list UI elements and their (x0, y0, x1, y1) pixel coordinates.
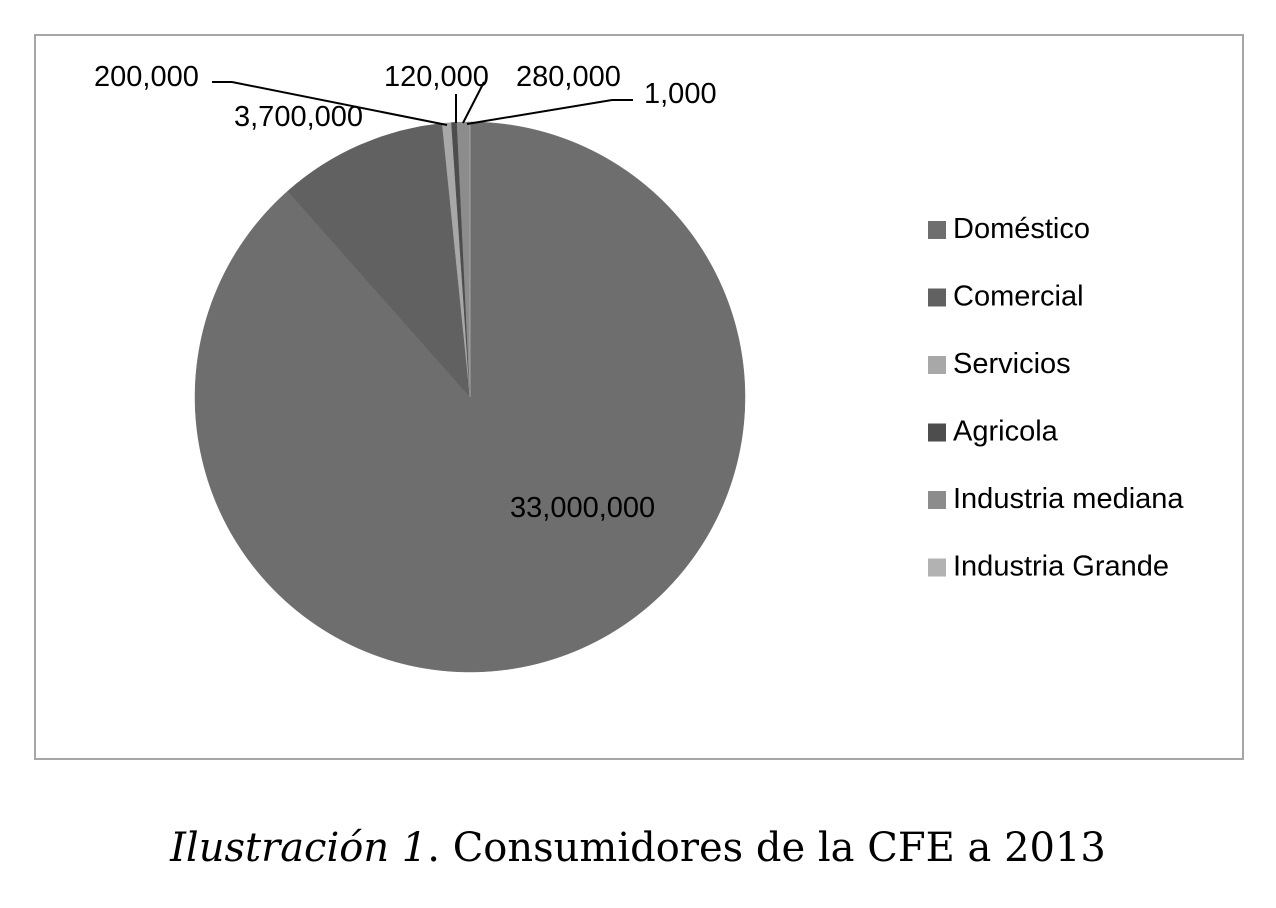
legend-label: Industria Grande (953, 551, 1169, 583)
caption-label: Ilustración 1 (170, 825, 428, 871)
pie-chart: 33,000,000 3,700,000 200,000 120,000 280,000… (94, 61, 1184, 673)
data-label-industria-grande: 1,000 (644, 78, 717, 110)
pie-slice-comercial (287, 123, 471, 398)
legend-swatch (928, 558, 946, 577)
legend-item-industria-mediana: Industria mediana (928, 483, 1184, 515)
legend-label: Doméstico (953, 213, 1090, 245)
legend-label: Servicios (953, 348, 1071, 380)
legend-label: Agricola (953, 416, 1059, 448)
data-label-servicios: 200,000 (94, 61, 199, 93)
leader-line-servicios (212, 81, 448, 126)
legend-item-industria-grande: Industria Grande (928, 551, 1169, 583)
pie-slices (194, 121, 746, 673)
legend-item-servicios: Servicios (928, 348, 1071, 380)
data-label-agricola: 120,000 (384, 61, 489, 93)
leader-lines (212, 81, 633, 126)
legend-swatch (928, 356, 946, 374)
legend-item-agricola: Agricola (928, 416, 1059, 448)
data-labels: 33,000,000 3,700,000 200,000 120,000 280,000… (94, 61, 717, 524)
data-label-industria-mediana: 280,000 (516, 61, 621, 93)
leader-line-industria-grande (466, 99, 633, 125)
figure-caption: Ilustración 1. Consumidores de la CFE a … (0, 818, 1276, 878)
data-label-domestico: 33,000,000 (510, 492, 655, 524)
legend-label: Industria mediana (953, 483, 1184, 515)
caption-text: . Consumidores de la CFE a 2013 (427, 825, 1106, 871)
data-label-comercial: 3,700,000 (234, 101, 363, 133)
legend-swatch (928, 423, 946, 442)
legend-swatch (928, 288, 946, 307)
legend: Doméstico Comercial Servicios Agricola Indus… (928, 213, 1184, 583)
leader-line-industria-mediana (462, 81, 485, 124)
legend-swatch (928, 491, 946, 509)
legend-swatch (928, 221, 946, 239)
legend-label: Comercial (953, 281, 1084, 313)
legend-item-domestico: Doméstico (928, 213, 1090, 245)
legend-item-comercial: Comercial (928, 281, 1084, 313)
